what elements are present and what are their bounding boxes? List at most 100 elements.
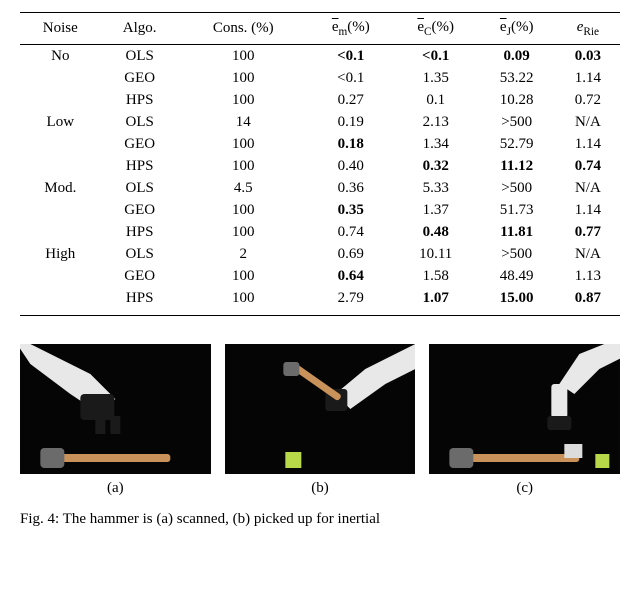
cell-em: <0.1 <box>308 67 394 89</box>
cell-algo: OLS <box>101 45 179 68</box>
cell-noise <box>20 155 101 177</box>
cell-er: 0.77 <box>556 221 620 243</box>
cell-ec: 0.48 <box>394 221 478 243</box>
table-row: HPS1000.400.3211.120.74 <box>20 155 620 177</box>
panel-a-image <box>20 344 211 474</box>
col-er: eRie <box>556 13 620 45</box>
cell-ej: >500 <box>478 177 556 199</box>
cell-er: 0.74 <box>556 155 620 177</box>
cell-cons: 4.5 <box>179 177 308 199</box>
table-row: LowOLS140.192.13>500N/A <box>20 111 620 133</box>
cell-algo: OLS <box>101 177 179 199</box>
cell-er: 0.03 <box>556 45 620 68</box>
cell-algo: OLS <box>101 111 179 133</box>
cell-noise <box>20 133 101 155</box>
cell-noise: Low <box>20 111 101 133</box>
cell-em: 0.74 <box>308 221 394 243</box>
panel-a: (a) <box>20 344 211 497</box>
panel-c-image <box>429 344 620 474</box>
cell-em: 0.64 <box>308 265 394 287</box>
cell-ej: 11.12 <box>478 155 556 177</box>
table-row: HPS1000.270.110.280.72 <box>20 89 620 111</box>
table-row: GEO1000.351.3751.731.14 <box>20 199 620 221</box>
cell-algo: GEO <box>101 67 179 89</box>
cell-em: 2.79 <box>308 287 394 315</box>
cell-noise <box>20 89 101 111</box>
cell-em: 0.40 <box>308 155 394 177</box>
cell-noise <box>20 221 101 243</box>
table-row: HighOLS20.6910.11>500N/A <box>20 243 620 265</box>
cell-ej: 48.49 <box>478 265 556 287</box>
cell-em: 0.69 <box>308 243 394 265</box>
cell-ej: 52.79 <box>478 133 556 155</box>
cell-ej: >500 <box>478 243 556 265</box>
cell-noise <box>20 287 101 315</box>
cell-cons: 100 <box>179 155 308 177</box>
cell-er: N/A <box>556 243 620 265</box>
cell-er: 0.87 <box>556 287 620 315</box>
table-row: HPS1002.791.0715.000.87 <box>20 287 620 315</box>
cell-ej: 51.73 <box>478 199 556 221</box>
cell-er: 0.72 <box>556 89 620 111</box>
cell-noise: High <box>20 243 101 265</box>
cell-noise <box>20 199 101 221</box>
cell-er: N/A <box>556 177 620 199</box>
figure-panels: (a) (b) <box>20 344 620 497</box>
table-row: GEO1000.181.3452.791.14 <box>20 133 620 155</box>
panel-a-label: (a) <box>107 480 124 497</box>
cell-ec: 5.33 <box>394 177 478 199</box>
cell-er: 1.14 <box>556 199 620 221</box>
col-em: em(%) <box>308 13 394 45</box>
cell-ec: 1.07 <box>394 287 478 315</box>
cell-ej: 10.28 <box>478 89 556 111</box>
cell-algo: HPS <box>101 89 179 111</box>
cell-algo: HPS <box>101 155 179 177</box>
col-ec: eC(%) <box>394 13 478 45</box>
cell-ec: 1.37 <box>394 199 478 221</box>
cell-algo: OLS <box>101 243 179 265</box>
cell-ec: 2.13 <box>394 111 478 133</box>
cell-noise: No <box>20 45 101 68</box>
cell-ec: 1.35 <box>394 67 478 89</box>
cell-algo: GEO <box>101 199 179 221</box>
cell-ec: <0.1 <box>394 45 478 68</box>
cell-em: 0.18 <box>308 133 394 155</box>
cell-er: N/A <box>556 111 620 133</box>
table-row: Mod.OLS4.50.365.33>500N/A <box>20 177 620 199</box>
figure-caption: Fig. 4: The hammer is (a) scanned, (b) p… <box>20 511 620 528</box>
cell-ej: 0.09 <box>478 45 556 68</box>
cell-cons: 100 <box>179 287 308 315</box>
col-algo: Algo. <box>101 13 179 45</box>
cell-cons: 100 <box>179 89 308 111</box>
cell-ec: 0.32 <box>394 155 478 177</box>
panel-c: (c) <box>429 344 620 497</box>
cell-ec: 1.34 <box>394 133 478 155</box>
table-row: HPS1000.740.4811.810.77 <box>20 221 620 243</box>
cell-cons: 100 <box>179 265 308 287</box>
cell-algo: GEO <box>101 265 179 287</box>
cell-ej: 15.00 <box>478 287 556 315</box>
table-header-row: Noise Algo. Cons. (%) em(%) eC(%) eJ(%) … <box>20 13 620 45</box>
results-table: Noise Algo. Cons. (%) em(%) eC(%) eJ(%) … <box>20 12 620 316</box>
col-cons: Cons. (%) <box>179 13 308 45</box>
cell-ej: 53.22 <box>478 67 556 89</box>
cell-er: 1.13 <box>556 265 620 287</box>
cell-algo: HPS <box>101 221 179 243</box>
cell-cons: 100 <box>179 199 308 221</box>
panel-b-label: (b) <box>311 480 329 497</box>
cell-noise: Mod. <box>20 177 101 199</box>
cell-er: 1.14 <box>556 133 620 155</box>
cell-em: 0.35 <box>308 199 394 221</box>
cell-ec: 1.58 <box>394 265 478 287</box>
table-row: NoOLS100<0.1<0.10.090.03 <box>20 45 620 68</box>
cell-cons: 100 <box>179 221 308 243</box>
cell-em: 0.36 <box>308 177 394 199</box>
cell-ej: >500 <box>478 111 556 133</box>
panel-c-label: (c) <box>516 480 533 497</box>
cell-ec: 0.1 <box>394 89 478 111</box>
cell-cons: 14 <box>179 111 308 133</box>
cell-cons: 2 <box>179 243 308 265</box>
cell-em: 0.19 <box>308 111 394 133</box>
cell-algo: HPS <box>101 287 179 315</box>
panel-b-image <box>225 344 416 474</box>
